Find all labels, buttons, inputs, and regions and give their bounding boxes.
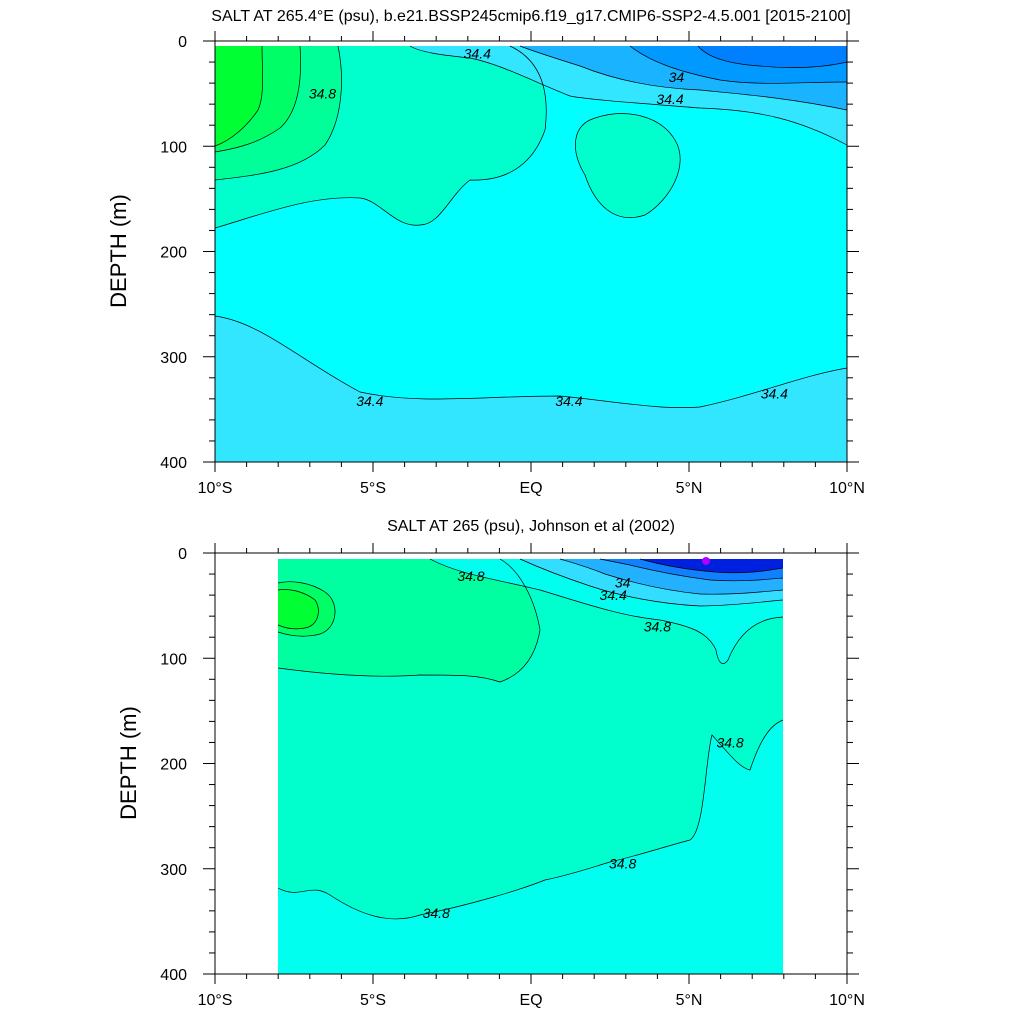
contour-label: 34.4 bbox=[356, 393, 383, 409]
region-fresh-band bbox=[278, 720, 783, 974]
contour-line bbox=[214, 315, 848, 408]
contour-label: 34.8 bbox=[457, 568, 484, 584]
panel-model-title: SALT AT 265.4°E (psu), b.e21.BSSP245cmip… bbox=[211, 8, 850, 25]
panel-observed: SALT AT 265 (psu), Johnson et al (2002) bbox=[116, 518, 865, 1009]
region-salt-35-0 bbox=[278, 559, 540, 682]
contour-line bbox=[277, 719, 784, 920]
contour-label: 34.8 bbox=[309, 86, 336, 102]
contour-label: 34.8 bbox=[609, 855, 636, 871]
contour-line bbox=[277, 558, 541, 683]
contour-line bbox=[629, 45, 848, 84]
contour-line bbox=[214, 45, 301, 153]
y-tick-label: 400 bbox=[160, 455, 187, 472]
region-fresh-core bbox=[640, 559, 783, 573]
panel-observed-ylabel: DEPTH (m) bbox=[116, 706, 141, 820]
x-tick-label: 5°S bbox=[360, 992, 386, 1009]
contour-label: 34 bbox=[669, 69, 685, 85]
contour-label: 34 bbox=[615, 574, 631, 590]
contour-line bbox=[519, 558, 784, 607]
contour-label: 34.8 bbox=[644, 619, 671, 635]
y-tick-label: 0 bbox=[178, 546, 187, 563]
region-min-core bbox=[702, 557, 710, 565]
x-tick-label: EQ bbox=[519, 480, 542, 497]
contour-line bbox=[559, 558, 784, 595]
contour-line bbox=[409, 45, 848, 146]
contour-label: 34.8 bbox=[716, 734, 743, 750]
panel-model-ylabel: DEPTH (m) bbox=[106, 194, 131, 308]
region-lens-4n bbox=[575, 113, 681, 218]
x-tick-label: 10°S bbox=[198, 480, 233, 497]
contour-label: 34.4 bbox=[555, 393, 582, 409]
y-tick-label: 300 bbox=[160, 350, 187, 367]
contour-label: 34.8 bbox=[423, 905, 450, 921]
x-tick-label: 10°S bbox=[198, 992, 233, 1009]
contour-label: 34.4 bbox=[464, 46, 491, 62]
contour-line bbox=[277, 581, 336, 637]
y-tick-label: 100 bbox=[160, 651, 187, 668]
contour-line bbox=[214, 45, 547, 229]
panel-model-plot: 34.4 34 34.4 34.8 34.4 34.4 34.4 bbox=[214, 40, 848, 463]
contour-label: 34.4 bbox=[656, 91, 683, 107]
x-tick-label: 5°N bbox=[676, 480, 703, 497]
contour-line bbox=[214, 45, 263, 147]
contour-line bbox=[599, 558, 784, 582]
panel-observed-title: SALT AT 265 (psu), Johnson et al (2002) bbox=[387, 518, 675, 535]
contour-label: 34.4 bbox=[600, 587, 627, 603]
y-tick-label: 200 bbox=[160, 245, 187, 262]
contour-line bbox=[214, 45, 342, 181]
contour-lines-observed bbox=[277, 558, 784, 920]
y-tick-label: 300 bbox=[160, 862, 187, 879]
panel-model-axes: 10°S 5°S EQ 5°N 10°N 0 100 200 300 400 bbox=[160, 31, 865, 497]
contour-labels-model: 34.4 34 34.4 34.8 34.4 34.4 34.4 bbox=[309, 46, 788, 409]
panel-model: SALT AT 265.4°E (psu), b.e21.BSSP245cmip… bbox=[106, 8, 865, 497]
y-tick-label: 200 bbox=[160, 757, 187, 774]
contour-line bbox=[277, 589, 319, 630]
y-tick-label: 100 bbox=[160, 139, 187, 156]
contour-label: 34.4 bbox=[761, 386, 788, 402]
y-tick-label: 0 bbox=[178, 34, 187, 51]
contour-line bbox=[429, 558, 784, 664]
y-tick-label: 400 bbox=[160, 967, 187, 984]
contour-lines-model bbox=[214, 45, 848, 408]
x-tick-label: 5°S bbox=[360, 480, 386, 497]
region-fresh-core bbox=[698, 46, 847, 68]
x-tick-label: 5°N bbox=[676, 992, 703, 1009]
x-tick-label: EQ bbox=[519, 992, 542, 1009]
panel-observed-axes: 10°S 5°S EQ 5°N 10°N 0 100 200 300 400 bbox=[160, 543, 865, 1009]
contour-line bbox=[697, 45, 848, 69]
contour-line bbox=[575, 113, 681, 218]
region-salt-35-4 bbox=[215, 46, 263, 146]
x-tick-label: 10°N bbox=[829, 480, 865, 497]
region-salt-35-4 bbox=[278, 589, 319, 629]
x-tick-label: 10°N bbox=[829, 992, 865, 1009]
contour-line bbox=[639, 558, 784, 574]
contour-line bbox=[519, 45, 848, 111]
region-deep-fresh bbox=[215, 316, 847, 462]
